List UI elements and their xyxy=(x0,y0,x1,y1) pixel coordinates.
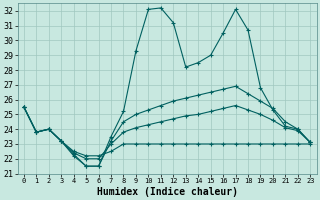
X-axis label: Humidex (Indice chaleur): Humidex (Indice chaleur) xyxy=(97,186,237,197)
